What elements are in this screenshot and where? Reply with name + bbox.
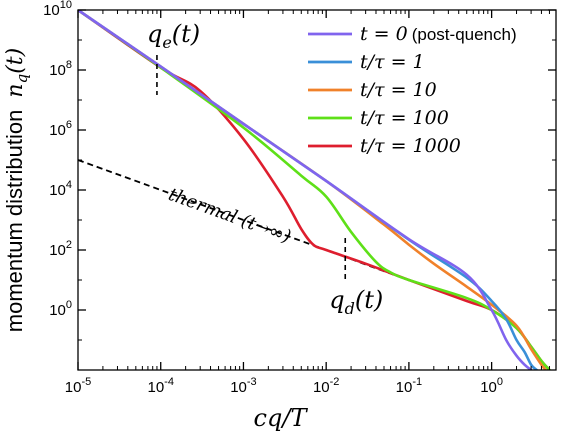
x-axis-label: cq/T [254,404,309,432]
y-axis-label-subscript: q [13,74,31,84]
y-tick-label-4: 108 [49,59,72,79]
x-tick-label-0: 10-5 [65,376,91,396]
thermal-layer [78,159,551,370]
y-tick-label-3: 106 [49,119,72,139]
x-tick-label-2: 10-3 [230,376,256,396]
series-line-0 [78,10,533,370]
thermal-curve [78,159,551,370]
qe-label: qe(t) [147,20,200,52]
series-line-2 [78,10,547,370]
y-tick-label-5: 1010 [43,0,72,19]
legend-label-3: t/τ = 100 [360,107,449,129]
qd-label: qd(t) [329,286,383,318]
y-tick-label-0: 100 [49,299,72,319]
series-line-4 [78,10,551,370]
y-axis-label: momentum distribution nq(t) [2,48,31,332]
y-axis-label-suffix: (t) [3,48,28,74]
series-line-3 [78,10,551,370]
axes-layer: 10-5 10-4 10-3 10-2 10-1 100 100 102 104 106 108 10… [43,0,557,396]
y-tick-label-2: 104 [49,179,72,199]
series-line-1 [78,10,538,370]
x-tick-label-4: 10-1 [396,376,422,396]
x-tick-label-1: 10-4 [147,376,173,396]
legend-label-4: t/τ = 1000 [360,135,461,157]
x-tick-label-5: 100 [480,376,503,396]
legend-label-2: t/τ = 10 [360,79,437,101]
axes-frame [77,9,557,371]
legend-label-1: t/τ = 1 [360,51,425,73]
legend: t = 0 (post-quench) t/τ = 1 t/τ = 10 t/τ = 1… [308,23,517,157]
y-tick-label-1: 102 [49,239,72,259]
series-layer [78,10,551,370]
y-axis-label-text: momentum distribution [2,110,27,333]
thermal-label: thermal (t→∞) [166,184,294,248]
x-tick-label-3: 10-2 [313,376,339,396]
y-axis-label-symbol: n [3,83,28,97]
legend-label-0: t = 0 (post-quench) [360,23,517,45]
